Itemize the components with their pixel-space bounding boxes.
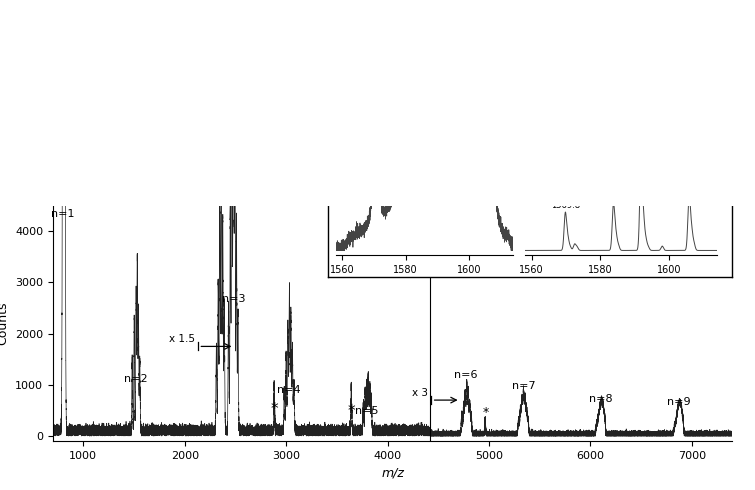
Text: B$_2$-H$^+$
1584.6: B$_2$-H$^+$ 1584.6 <box>405 170 435 193</box>
Text: B$_2$-Na$^+$
1606.9: B$_2$-Na$^+$ 1606.9 <box>475 180 507 203</box>
Text: *: * <box>348 403 356 418</box>
X-axis label: m/z: m/z <box>381 466 404 479</box>
Text: x 3: x 3 <box>412 388 428 397</box>
Text: n=8: n=8 <box>589 394 612 404</box>
Text: *: * <box>482 406 488 419</box>
Y-axis label: Counts: Counts <box>0 302 10 345</box>
Text: n=6: n=6 <box>455 369 478 380</box>
Text: n=9: n=9 <box>667 397 691 407</box>
Text: n=1: n=1 <box>51 209 75 219</box>
Text: A$_2$-H$^+$
1570.5: A$_2$-H$^+$ 1570.5 <box>361 178 390 202</box>
Text: n=3: n=3 <box>222 294 245 304</box>
Text: Theo.: Theo. <box>603 122 639 135</box>
Text: A$_2$-H$^+$
1569.8: A$_2$-H$^+$ 1569.8 <box>550 187 580 210</box>
Text: B$_2$-Na$^+$
1605.8: B$_2$-Na$^+$ 1605.8 <box>673 170 705 193</box>
Text: n=5: n=5 <box>356 407 379 416</box>
Text: n=7: n=7 <box>512 381 535 392</box>
Text: B$_2$-H$^+$
1583.8: B$_2$-H$^+$ 1583.8 <box>599 178 628 202</box>
Text: x 1.5: x 1.5 <box>169 334 195 344</box>
Text: A$_2$-Na$^+$
1591.8: A$_2$-Na$^+$ 1591.8 <box>625 137 657 161</box>
Text: A$_2$-Na$^+$
1592.8: A$_2$-Na$^+$ 1592.8 <box>430 137 462 161</box>
Text: n=4: n=4 <box>277 385 301 395</box>
Text: n=2: n=2 <box>124 374 147 384</box>
Text: Exp.: Exp. <box>411 122 438 135</box>
Text: *: * <box>271 402 279 417</box>
